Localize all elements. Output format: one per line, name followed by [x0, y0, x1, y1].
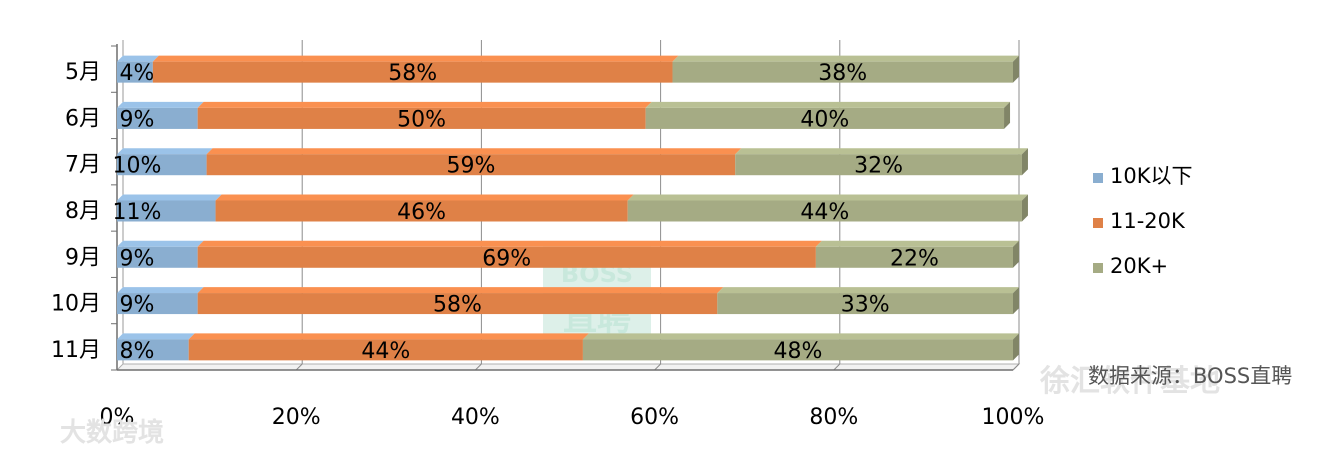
bar-top-1 — [206, 148, 742, 155]
bar-top-2 — [815, 240, 1019, 247]
data-label: 40% — [800, 107, 849, 132]
x-tick-label: 60% — [630, 405, 679, 430]
data-label: 44% — [361, 339, 410, 364]
data-label: 9% — [120, 246, 155, 271]
bar-top-2 — [582, 333, 1019, 340]
legend-label: 11-20K — [1110, 209, 1186, 233]
bar-top-0 — [117, 333, 195, 340]
legend-label: 10K以下 — [1110, 164, 1193, 188]
x-tick-label: 80% — [809, 405, 858, 430]
bar-top-0 — [117, 287, 204, 294]
bar-top-1 — [197, 287, 724, 294]
data-label: 33% — [841, 293, 890, 318]
data-label: 50% — [397, 107, 446, 132]
bar-segment — [815, 246, 1013, 268]
bar-top-0 — [117, 101, 204, 108]
x-tick-label: 40% — [451, 405, 500, 430]
bar-top-1 — [197, 240, 822, 247]
bar-segment — [117, 107, 198, 129]
data-label: 32% — [854, 154, 903, 179]
gridline-floor — [475, 363, 482, 371]
bar-segment — [582, 339, 1013, 361]
data-label: 22% — [890, 246, 939, 271]
data-label: 38% — [818, 61, 867, 86]
data-label: 59% — [446, 154, 495, 179]
data-label: 48% — [774, 339, 823, 364]
bar-segment — [197, 107, 646, 129]
data-label: 11% — [113, 200, 162, 225]
data-label: 9% — [120, 107, 155, 132]
data-label: 10% — [113, 154, 162, 179]
bar-top-0 — [117, 55, 159, 62]
bar-segment — [672, 61, 1013, 83]
data-label: 58% — [388, 61, 437, 86]
bar-segment — [627, 200, 1022, 222]
bar-segment — [197, 293, 718, 315]
bar-top-0 — [117, 148, 213, 155]
data-label: 58% — [433, 293, 482, 318]
bar-side — [1013, 240, 1019, 268]
data-label: 8% — [120, 339, 155, 364]
bar-segment — [117, 246, 198, 268]
y-category-label: 6月 — [65, 106, 101, 131]
watermark-bottom-left: 大数跨境 — [60, 418, 165, 448]
gridline-floor — [1012, 363, 1020, 371]
bar-top-0 — [117, 194, 222, 201]
bar-side — [1004, 101, 1011, 129]
gridline-floor — [833, 363, 841, 371]
bar-segment — [188, 339, 583, 361]
y-category-label: 8月 — [65, 199, 101, 224]
bar-segment — [117, 200, 216, 222]
y-category-label: 5月 — [65, 60, 101, 85]
y-category-label: 9月 — [65, 245, 101, 270]
gridline-floor — [295, 363, 303, 371]
bar-segment — [152, 61, 673, 83]
bar-top-2 — [735, 148, 1028, 155]
bar-top-1 — [188, 333, 589, 340]
bar-segment — [117, 61, 153, 83]
bar-segment — [645, 107, 1005, 129]
legend-swatch — [1093, 263, 1103, 273]
data-label: 69% — [482, 246, 531, 271]
bar-segment — [117, 293, 198, 315]
bar-segment — [206, 154, 736, 176]
bar-top-2 — [672, 55, 1019, 62]
bar-top-2 — [717, 287, 1019, 294]
bar-segment — [117, 154, 207, 176]
bar-segment — [117, 339, 189, 361]
y-category-label: 7月 — [65, 153, 101, 178]
data-label: 46% — [397, 200, 446, 225]
data-label: 9% — [120, 293, 155, 318]
floor — [115, 363, 1021, 371]
bar-segment — [735, 154, 1022, 176]
source-note: 数据来源：BOSS直聘 — [1088, 364, 1293, 388]
data-label: 4% — [120, 61, 155, 86]
legend-label: 20K+ — [1110, 254, 1168, 278]
bar-top-1 — [152, 55, 679, 62]
x-tick-label: 20% — [272, 405, 321, 430]
bar-segment — [197, 246, 816, 268]
legend-swatch — [1093, 173, 1103, 183]
bar-top-1 — [197, 101, 652, 108]
gridline-floor — [654, 363, 661, 371]
x-tick-label: 0% — [100, 405, 135, 430]
watermark-bottom-right: 徐汇软件基地 — [1040, 364, 1220, 399]
bar-side — [1021, 194, 1028, 222]
bar-side — [1013, 287, 1019, 315]
data-label: 44% — [800, 200, 849, 225]
bar-top-2 — [627, 194, 1028, 201]
bar-segment — [215, 200, 628, 222]
bar-side — [1013, 55, 1019, 83]
x-tick-label: 100% — [982, 405, 1045, 430]
bar-segment — [717, 293, 1013, 315]
bar-top-0 — [117, 240, 204, 247]
bar-top-2 — [645, 101, 1011, 108]
bar-top-1 — [215, 194, 634, 201]
bar-side — [1021, 148, 1028, 176]
bar-side — [1013, 333, 1019, 361]
y-category-label: 10月 — [51, 292, 101, 317]
y-category-label: 11月 — [51, 338, 101, 363]
legend-swatch — [1093, 218, 1103, 228]
